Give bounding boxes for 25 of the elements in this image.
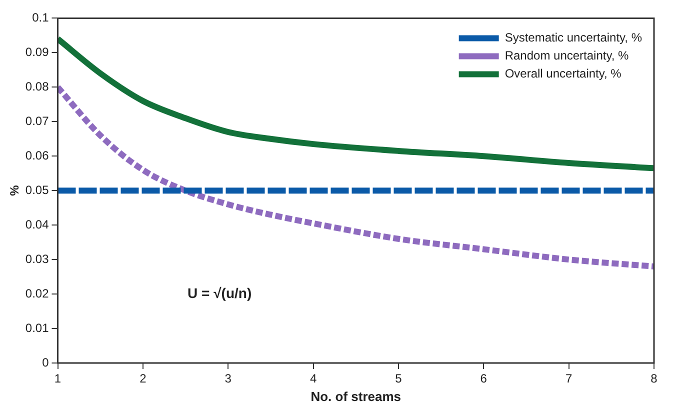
y-tick-label: 0.01 <box>25 320 50 335</box>
y-tick-label: 0.04 <box>25 217 50 232</box>
x-tick-label: 5 <box>395 372 402 386</box>
legend-label: Overall uncertainty, % <box>504 66 622 81</box>
legend-label: Systematic uncertainty, % <box>504 30 642 45</box>
y-tick-label: 0.07 <box>25 114 50 128</box>
x-tick-label: 8 <box>650 372 658 386</box>
y-tick-label: 0.05 <box>25 182 50 197</box>
x-tick-label: 1 <box>54 372 62 386</box>
y-tick-label: 0.1 <box>32 10 50 25</box>
y-tick-label: 0.02 <box>25 286 50 300</box>
legend-label: Random uncertainty, % <box>504 48 630 63</box>
y-tick-label: 0.03 <box>25 252 50 266</box>
x-tick-label: 7 <box>565 372 572 386</box>
x-tick-label: 6 <box>480 372 488 386</box>
x-axis-title: No. of streams <box>310 388 402 404</box>
y-tick-label: 0.09 <box>25 44 50 59</box>
x-tick-label: 3 <box>224 372 232 386</box>
y-tick-label: 0.08 <box>25 79 50 94</box>
x-tick-label: 2 <box>140 372 147 386</box>
y-tick-label: 0.06 <box>25 148 50 162</box>
x-tick-label: 4 <box>310 372 317 386</box>
annotation: U = √(u/n) <box>188 284 252 301</box>
y-tick-label: 0 <box>42 355 50 370</box>
y-axis-title: % <box>8 184 22 196</box>
